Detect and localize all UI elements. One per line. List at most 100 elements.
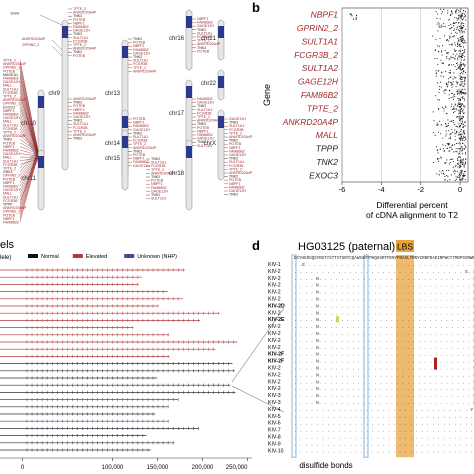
data-point — [436, 149, 438, 151]
data-point — [458, 118, 460, 120]
data-point — [451, 120, 453, 122]
data-point — [451, 92, 454, 94]
gene-label: ANKRD20A4P — [3, 62, 27, 66]
data-point — [460, 133, 462, 135]
data-point — [434, 134, 436, 136]
data-point — [460, 109, 462, 111]
data-point — [445, 123, 447, 125]
data-point — [447, 119, 449, 121]
data-point — [456, 170, 458, 173]
data-point — [451, 103, 453, 105]
gene-label: POTEB — [73, 18, 86, 22]
data-point — [455, 63, 458, 65]
data-point — [463, 133, 465, 135]
row-label: KIV-5 — [268, 414, 281, 420]
data-point — [463, 98, 465, 100]
data-point — [450, 158, 452, 161]
data-point — [462, 162, 464, 164]
data-point — [463, 136, 465, 138]
data-point — [461, 150, 463, 152]
data-point — [463, 76, 465, 78]
data-point — [437, 124, 439, 126]
data-point — [454, 104, 456, 106]
data-point — [450, 133, 452, 135]
data-point — [463, 65, 465, 68]
gene-connector — [19, 142, 39, 154]
data-point — [464, 163, 467, 165]
chromosome-band — [218, 26, 224, 38]
data-point — [461, 22, 463, 24]
data-point — [462, 88, 464, 91]
data-point — [449, 120, 451, 122]
row-sequence: . . . . N. . . . . . . . . . . . . . . .… — [294, 276, 474, 282]
data-point — [459, 166, 461, 168]
row-sequence: . . . . N. . . . . . . . . . . . . . . .… — [294, 290, 474, 296]
data-point — [452, 108, 454, 110]
data-point — [461, 110, 463, 112]
data-point — [441, 106, 444, 108]
gene-label: NBPF1 — [229, 146, 241, 150]
data-point — [458, 45, 460, 47]
data-point — [455, 148, 457, 150]
data-point — [462, 46, 465, 48]
data-point — [453, 29, 455, 32]
gene-connector — [19, 151, 39, 176]
data-point — [458, 147, 460, 150]
x-tick-label: -6 — [339, 185, 346, 194]
disulfide-column — [363, 254, 369, 458]
data-point — [463, 70, 465, 72]
data-point — [459, 118, 461, 120]
gene-label: MALL — [3, 192, 12, 196]
row-label: KIV-2 — [268, 372, 281, 378]
data-point — [458, 39, 460, 41]
data-point — [463, 64, 465, 66]
data-point — [455, 170, 457, 172]
data-point — [462, 92, 464, 94]
data-point — [461, 178, 463, 180]
data-point — [440, 26, 442, 28]
data-point — [439, 120, 441, 122]
data-point — [461, 103, 463, 105]
data-point — [462, 56, 464, 58]
data-point — [449, 58, 451, 60]
gene-label: GAGE12H — [197, 24, 214, 28]
data-point — [452, 166, 454, 168]
data-point — [461, 117, 463, 119]
data-point — [460, 173, 462, 175]
chromosome-band — [62, 26, 68, 38]
data-point — [463, 9, 465, 12]
gene-label: FAM86B2 — [151, 186, 167, 190]
data-point — [456, 57, 459, 59]
data-point — [449, 72, 451, 74]
gene-label: FAM86B2 — [3, 77, 19, 81]
data-point — [440, 172, 442, 174]
data-point — [450, 76, 452, 78]
data-point — [457, 163, 459, 165]
gene-label: POTEB — [197, 126, 210, 130]
gene-label: FCGR3B — [133, 139, 148, 143]
data-point — [460, 84, 462, 86]
data-point — [452, 81, 454, 83]
data-point — [459, 72, 461, 75]
data-point — [440, 133, 442, 135]
data-point — [448, 144, 450, 146]
data-point — [462, 142, 464, 144]
data-point — [438, 160, 440, 162]
data-point — [459, 104, 461, 106]
data-point — [461, 32, 463, 34]
data-point — [459, 10, 462, 12]
data-point — [456, 151, 458, 153]
data-point — [455, 22, 457, 24]
gene-name: FAM86B2 — [301, 90, 338, 100]
gene-label: FCGR3B — [3, 199, 18, 203]
data-point — [449, 35, 451, 37]
plot-frame — [341, 7, 469, 183]
gene-label: MALL — [3, 84, 12, 88]
data-point — [460, 25, 462, 27]
data-point — [349, 13, 352, 15]
data-point — [465, 145, 467, 148]
gene-label: TNK2 — [229, 139, 238, 143]
data-point — [463, 173, 465, 175]
data-point — [464, 125, 466, 127]
gene-label: ANKRD20A4P — [3, 98, 27, 102]
